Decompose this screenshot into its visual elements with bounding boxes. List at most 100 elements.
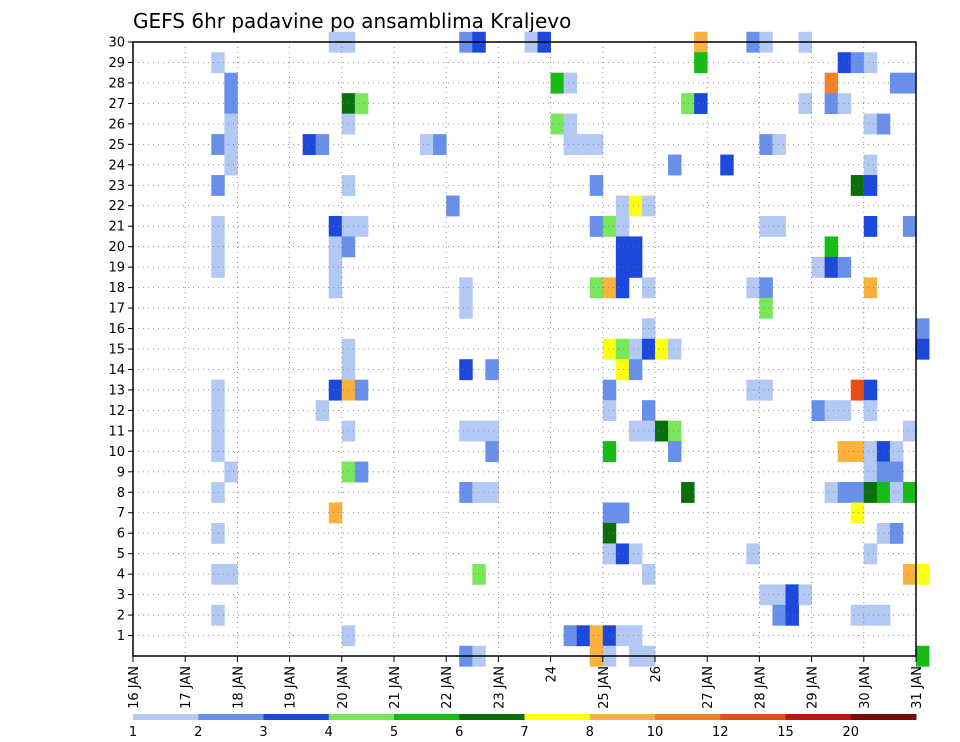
heatmap-cell bbox=[224, 93, 238, 115]
legend-swatch bbox=[655, 714, 721, 720]
y-tick-label: 24 bbox=[108, 158, 125, 173]
x-tick-label: 17 JAN bbox=[179, 666, 194, 709]
heatmap-cell bbox=[772, 134, 786, 155]
heatmap-cell bbox=[328, 277, 343, 299]
x-axis: 16 JAN 17 JAN 18 JAN 19 JAN 20 JAN 21 JAN 22 J… bbox=[127, 656, 925, 709]
heatmap-cell bbox=[589, 134, 604, 155]
heatmap-cell bbox=[550, 113, 565, 135]
heatmap-cell bbox=[863, 482, 878, 503]
heatmap-cell bbox=[655, 338, 669, 360]
heatmap-cell bbox=[798, 584, 812, 606]
heatmap-cell bbox=[824, 93, 839, 115]
heatmap-cell bbox=[224, 461, 238, 483]
heatmap-cell bbox=[602, 400, 617, 422]
heatmap-cell bbox=[668, 338, 682, 360]
heatmap-cell bbox=[589, 175, 604, 196]
heatmap-cell bbox=[824, 236, 839, 258]
heatmap-cell bbox=[863, 379, 878, 401]
y-tick-label: 19 bbox=[108, 261, 125, 276]
y-tick-label: 14 bbox=[108, 363, 125, 378]
y-tick-label: 16 bbox=[108, 322, 125, 337]
heatmap-cell bbox=[863, 461, 878, 483]
heatmap-cell bbox=[615, 236, 630, 258]
heatmap-cell bbox=[589, 625, 604, 647]
heatmap-cell bbox=[889, 72, 904, 94]
legend-label: 8 bbox=[586, 725, 594, 740]
heatmap-cell bbox=[916, 645, 930, 667]
y-tick-label: 7 bbox=[117, 506, 125, 521]
y-tick-label: 4 bbox=[117, 568, 125, 583]
heatmap-cell bbox=[902, 72, 917, 94]
y-tick-label: 13 bbox=[108, 383, 125, 398]
heatmap-cell bbox=[459, 482, 473, 503]
heatmap-cell bbox=[850, 175, 865, 196]
heatmap-cell bbox=[485, 420, 499, 442]
legend-swatch bbox=[328, 714, 395, 720]
heatmap-cell bbox=[224, 113, 238, 135]
color-legend: 1 2 3 4 5 6 7 8 10 12 15 20 bbox=[129, 714, 917, 740]
legend-swatch bbox=[589, 714, 656, 720]
heatmap-cell bbox=[668, 420, 682, 442]
x-tick-label: 19 JAN bbox=[284, 666, 299, 709]
heatmap-cell bbox=[759, 379, 773, 401]
heatmap-cell bbox=[602, 338, 617, 360]
heatmap-cell bbox=[615, 625, 630, 647]
x-tick-label: 29 JAN bbox=[806, 666, 821, 709]
heatmap-cell bbox=[863, 154, 878, 176]
heatmap-cell bbox=[759, 134, 773, 155]
heatmap-cell bbox=[759, 297, 773, 319]
heatmap-cell bbox=[602, 502, 617, 524]
x-tick-label: 22 JAN bbox=[440, 666, 455, 709]
heatmap-cell bbox=[720, 154, 734, 176]
heatmap-cell bbox=[902, 563, 917, 585]
heatmap-cell bbox=[224, 72, 238, 94]
heatmap-cell bbox=[850, 52, 865, 74]
heatmap-cell bbox=[354, 215, 369, 237]
legend-swatch bbox=[720, 714, 786, 720]
y-tick-label: 2 bbox=[117, 609, 125, 624]
x-tick-label: 18 JAN bbox=[231, 666, 246, 709]
heatmap-cell bbox=[837, 52, 852, 74]
heatmap-cell bbox=[798, 93, 812, 115]
heatmap-cell bbox=[354, 93, 369, 115]
heatmap-cell bbox=[315, 134, 330, 155]
heatmap-cell bbox=[328, 256, 343, 278]
heatmap-cell bbox=[628, 359, 643, 381]
y-tick-label: 12 bbox=[108, 404, 125, 419]
legend-label: 4 bbox=[325, 725, 333, 740]
heatmap-cell bbox=[459, 277, 473, 299]
heatmap-cell bbox=[328, 379, 343, 401]
heatmap-cell bbox=[889, 441, 904, 462]
heatmap-cells bbox=[211, 31, 930, 667]
heatmap-cell bbox=[681, 93, 695, 115]
heatmap-cell bbox=[824, 400, 839, 422]
heatmap-cell bbox=[563, 113, 578, 135]
heatmap-cell bbox=[837, 256, 852, 278]
heatmap-cell bbox=[863, 400, 878, 422]
legend-label: 3 bbox=[259, 725, 267, 740]
heatmap-cell bbox=[472, 482, 486, 503]
y-tick-label: 18 bbox=[108, 281, 125, 296]
heatmap-cell bbox=[550, 72, 565, 94]
heatmap-cell bbox=[224, 563, 238, 585]
heatmap-cell bbox=[837, 400, 852, 422]
heatmap-cell bbox=[459, 420, 473, 442]
heatmap-cell bbox=[772, 584, 786, 606]
heatmap-cell bbox=[863, 277, 878, 299]
x-tick-label: 27 JAN bbox=[701, 666, 716, 709]
heatmap-cell bbox=[485, 359, 499, 381]
heatmap-cell bbox=[850, 482, 865, 503]
heatmap-cell bbox=[681, 482, 695, 503]
heatmap-cell bbox=[328, 236, 343, 258]
heatmap-cell bbox=[772, 215, 786, 237]
heatmap-cell bbox=[850, 502, 865, 524]
heatmap-cell bbox=[850, 441, 865, 462]
x-tick-label: 26 bbox=[649, 666, 664, 683]
heatmap-cell bbox=[655, 420, 669, 442]
heatmap-cell bbox=[628, 256, 643, 278]
heatmap-cell bbox=[328, 502, 343, 524]
heatmap-cell bbox=[615, 338, 630, 360]
heatmap-cell bbox=[472, 563, 486, 585]
heatmap-cell bbox=[602, 522, 617, 544]
